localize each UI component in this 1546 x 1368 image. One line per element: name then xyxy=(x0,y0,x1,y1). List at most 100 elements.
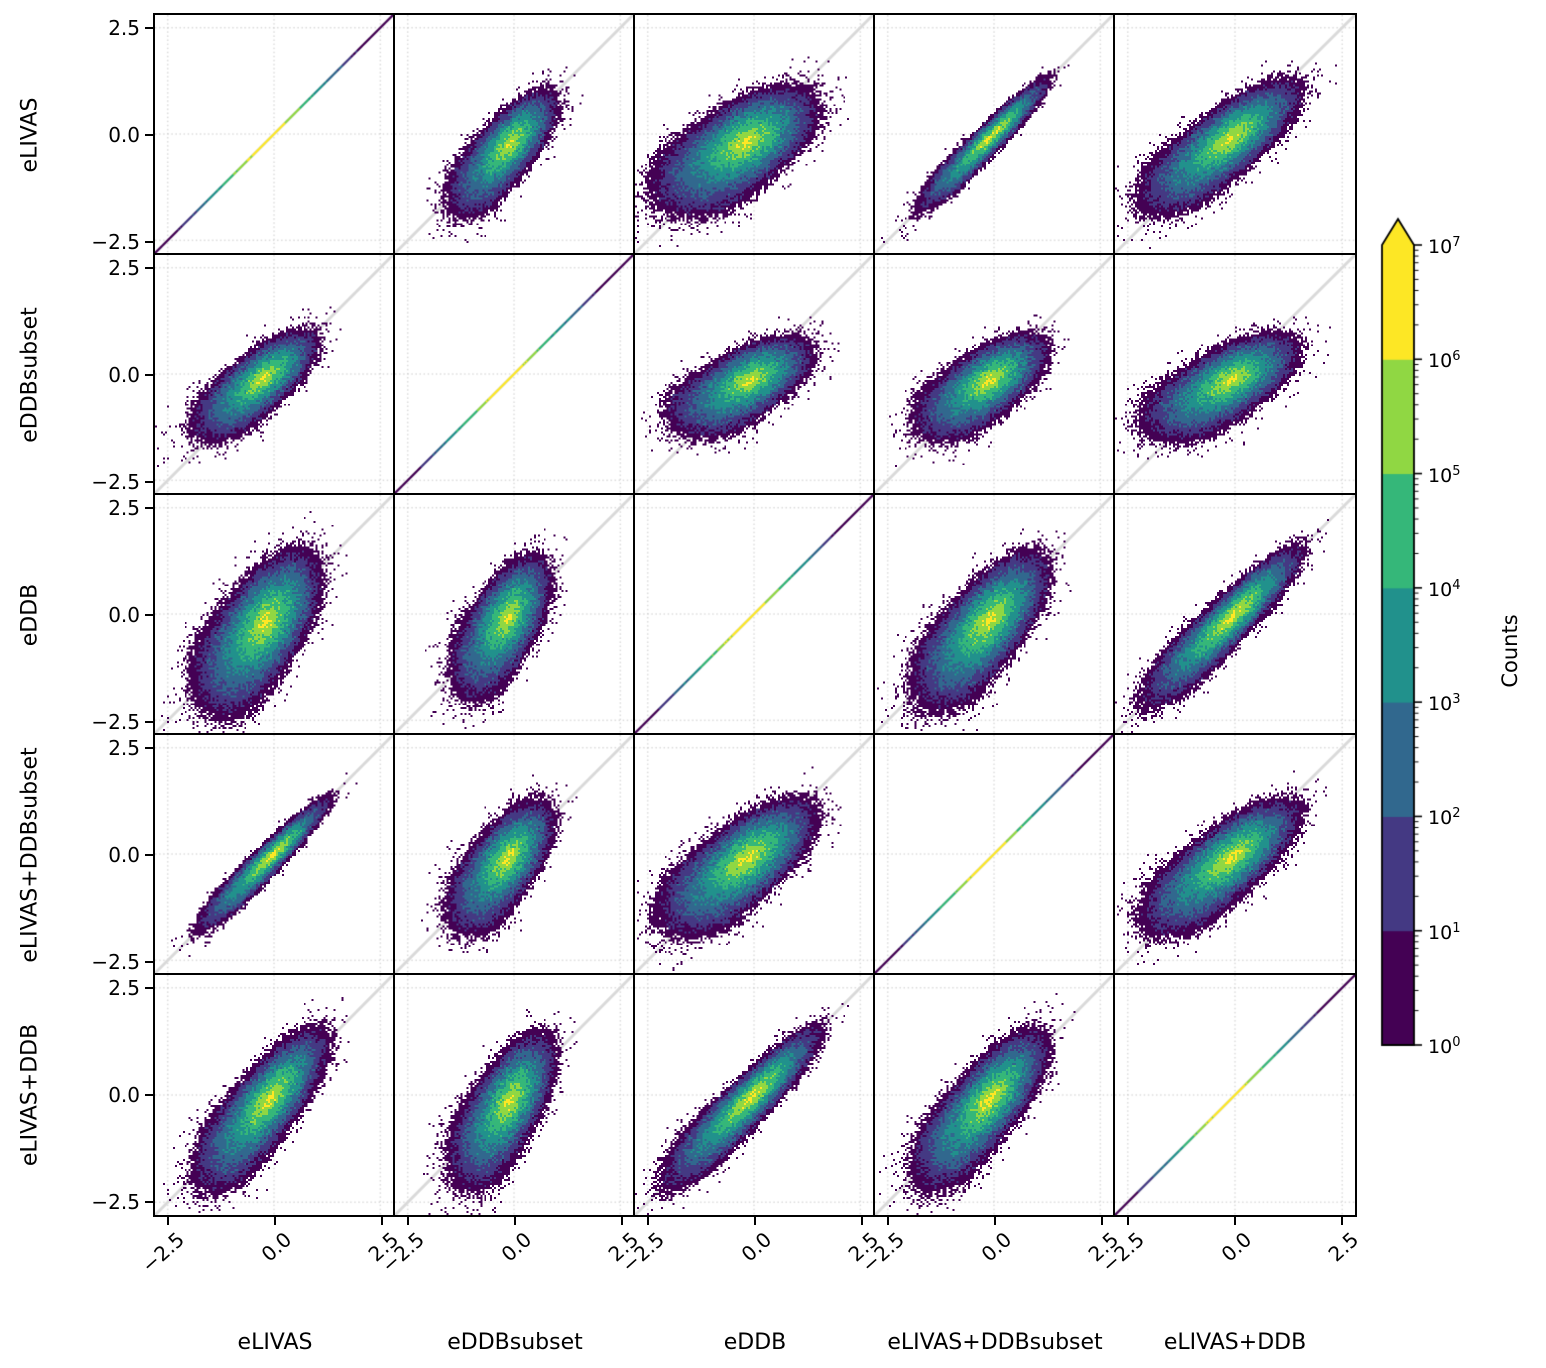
panel-r0-c0 xyxy=(155,15,395,255)
col-label-1: eDDBsubset xyxy=(447,1330,583,1355)
axis-tick xyxy=(887,1217,889,1225)
axis-tick xyxy=(145,134,153,136)
density-canvas xyxy=(155,255,393,493)
axis-tick xyxy=(145,614,153,616)
axis-tick xyxy=(145,747,153,749)
panel-r2-c1 xyxy=(395,495,635,735)
axis-tick xyxy=(145,961,153,963)
axis-tick xyxy=(1127,1217,1129,1225)
axis-tick xyxy=(145,374,153,376)
identity-line-canvas xyxy=(635,495,873,733)
axis-tick xyxy=(167,1217,169,1225)
panel-r2-c0 xyxy=(155,495,395,735)
row-label-0: eLIVAS xyxy=(17,97,43,173)
colorbar-tick-label: 105 xyxy=(1428,463,1461,487)
axis-tick xyxy=(145,1094,153,1096)
y-tick-label: 0.0 xyxy=(108,363,140,387)
panel-r1-c2 xyxy=(635,255,875,495)
panel-r2-c4 xyxy=(1115,495,1355,735)
panel-r4-c1 xyxy=(395,975,635,1215)
panel-r4-c2 xyxy=(635,975,875,1215)
density-canvas xyxy=(155,495,393,733)
density-canvas xyxy=(395,735,633,973)
row-label-3: eLIVAS+DDBsubset xyxy=(17,747,43,963)
colorbar xyxy=(1378,215,1442,1055)
axis-tick xyxy=(145,987,153,989)
axis-tick xyxy=(145,481,153,483)
density-canvas xyxy=(635,975,873,1215)
density-canvas xyxy=(155,735,393,973)
axis-tick xyxy=(621,1217,623,1225)
panel-r3-c4 xyxy=(1115,735,1355,975)
density-canvas xyxy=(875,255,1113,493)
density-canvas xyxy=(875,15,1113,253)
y-tick-label: 2.5 xyxy=(108,975,140,1000)
colorbar-tick-label: 101 xyxy=(1428,920,1461,944)
panel-r4-c0 xyxy=(155,975,395,1215)
identity-line-canvas xyxy=(875,735,1113,973)
axis-tick xyxy=(145,267,153,269)
axis-tick xyxy=(145,854,153,856)
x-tick-label: 0.0 xyxy=(736,1227,777,1267)
density-canvas xyxy=(395,15,633,253)
panel-r1-c0 xyxy=(155,255,395,495)
panel-r1-c3 xyxy=(875,255,1115,495)
axis-tick xyxy=(145,27,153,29)
panel-r4-c3 xyxy=(875,975,1115,1215)
axis-tick xyxy=(647,1217,649,1225)
axis-tick xyxy=(145,721,153,723)
axis-tick xyxy=(381,1217,383,1225)
row-label-2: eDDB xyxy=(17,583,43,647)
density-canvas xyxy=(1115,255,1355,493)
axis-tick xyxy=(1341,1217,1343,1225)
density-canvas xyxy=(635,15,873,253)
density-canvas xyxy=(875,975,1113,1215)
y-tick-label: 2.5 xyxy=(108,15,140,40)
x-tick-label: 0.0 xyxy=(496,1227,537,1267)
axis-tick xyxy=(145,1201,153,1203)
col-label-4: eLIVAS+DDB xyxy=(1163,1330,1307,1355)
axis-tick xyxy=(145,241,153,243)
panel-r3-c1 xyxy=(395,735,635,975)
density-canvas xyxy=(1115,15,1355,253)
x-tick-label: 2.5 xyxy=(1323,1227,1364,1267)
axis-tick xyxy=(514,1217,516,1225)
col-label-0: eLIVAS xyxy=(237,1330,313,1355)
panel-r2-c3 xyxy=(875,495,1115,735)
colorbar-title: Counts xyxy=(1498,614,1522,688)
panel-r4-c4 xyxy=(1115,975,1355,1215)
colorbar-tick-label: 103 xyxy=(1428,691,1461,716)
panel-r3-c2 xyxy=(635,735,875,975)
panel-r2-c2 xyxy=(635,495,875,735)
colorbar-tick-label: 104 xyxy=(1428,577,1461,602)
axis-tick xyxy=(407,1217,409,1225)
identity-line-canvas xyxy=(1115,975,1355,1215)
panel-r3-c0 xyxy=(155,735,395,975)
y-tick-label: −2.5 xyxy=(91,1190,140,1215)
y-tick-label: 0.0 xyxy=(108,603,140,627)
x-tick-label: −2.5 xyxy=(137,1227,190,1278)
row-label-4: eLIVAS+DDB xyxy=(17,1023,43,1167)
y-tick-label: 0.0 xyxy=(108,123,140,147)
density-canvas xyxy=(395,495,633,733)
axis-tick xyxy=(145,507,153,509)
axis-tick xyxy=(754,1217,756,1225)
density-canvas xyxy=(875,495,1113,733)
row-label-1: eDDBsubset xyxy=(17,307,43,443)
axis-tick xyxy=(1101,1217,1103,1225)
y-tick-label: 2.5 xyxy=(108,735,140,760)
density-canvas xyxy=(395,975,633,1215)
axis-tick xyxy=(274,1217,276,1225)
panel-r0-c3 xyxy=(875,15,1115,255)
density-canvas xyxy=(635,735,873,973)
colorbar-tick-label: 100 xyxy=(1428,1034,1461,1059)
identity-line-canvas xyxy=(155,15,393,253)
density-canvas xyxy=(1115,495,1355,733)
y-tick-label: −2.5 xyxy=(91,470,140,495)
y-tick-label: 2.5 xyxy=(108,255,140,280)
panel-r0-c1 xyxy=(395,15,635,255)
y-tick-label: 0.0 xyxy=(108,843,140,867)
scatter-matrix-grid xyxy=(153,13,1357,1217)
colorbar-tick-label: 106 xyxy=(1428,349,1461,373)
